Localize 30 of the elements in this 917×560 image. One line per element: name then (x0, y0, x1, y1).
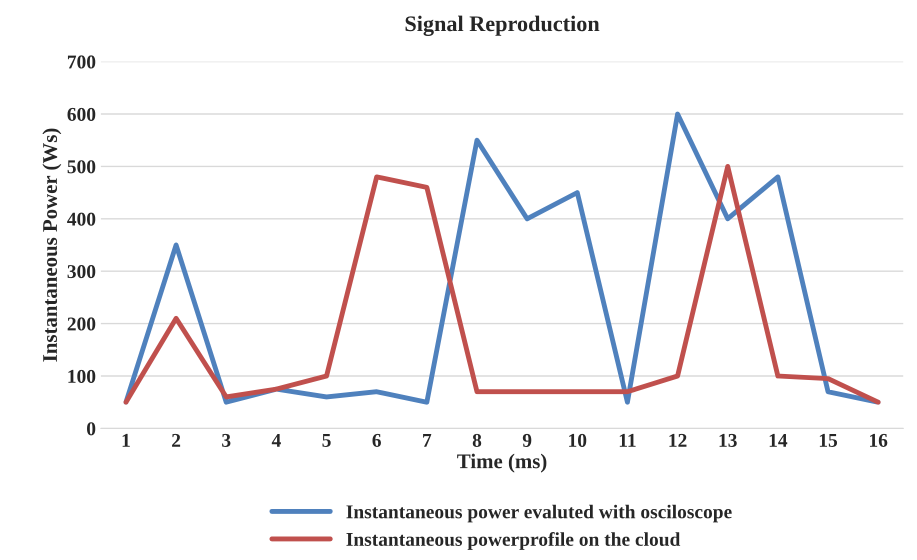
x-tick-label: 10 (569, 434, 586, 447)
y-tick-label: 0 (87, 422, 96, 436)
y-tick-label: 100 (68, 370, 96, 383)
y-axis-title: Instantaneous Power (Ws) (42, 128, 62, 362)
x-tick-label: 2 (172, 434, 180, 447)
legend-label: Instantaneous power evaluted with osciloscope (346, 504, 732, 522)
line-series (124, 164, 881, 405)
y-tick-label: 300 (68, 265, 96, 278)
x-tick-label: 14 (770, 434, 788, 447)
x-tick-label: 5 (322, 434, 331, 447)
x-tick-label: 8 (472, 434, 482, 447)
x-tick-label: 6 (372, 434, 381, 447)
x-tick-label: 12 (669, 434, 686, 447)
x-tick-label: 3 (222, 434, 230, 447)
y-tick-label: 600 (68, 108, 96, 121)
x-tick-label: 1 (122, 434, 130, 447)
x-tick-label: 15 (820, 434, 838, 447)
y-tick-label: 400 (67, 212, 96, 226)
x-tick-label: 9 (522, 434, 532, 447)
x-axis-title: Time (ms) (457, 454, 546, 473)
y-tick-label: 700 (68, 55, 96, 69)
x-tick-label: 4 (272, 434, 281, 447)
chart-title: Signal Reproduction (406, 16, 600, 36)
y-tick-label: 200 (68, 317, 96, 331)
y-tick-label: 500 (68, 160, 96, 174)
x-tick-label: 11 (620, 434, 636, 447)
legend-label: Instantaneous powerprofile on the cloud (346, 532, 680, 550)
x-tick-label: 7 (423, 434, 432, 447)
x-tick-label: 16 (870, 434, 888, 447)
x-tick-label: 13 (720, 434, 737, 447)
